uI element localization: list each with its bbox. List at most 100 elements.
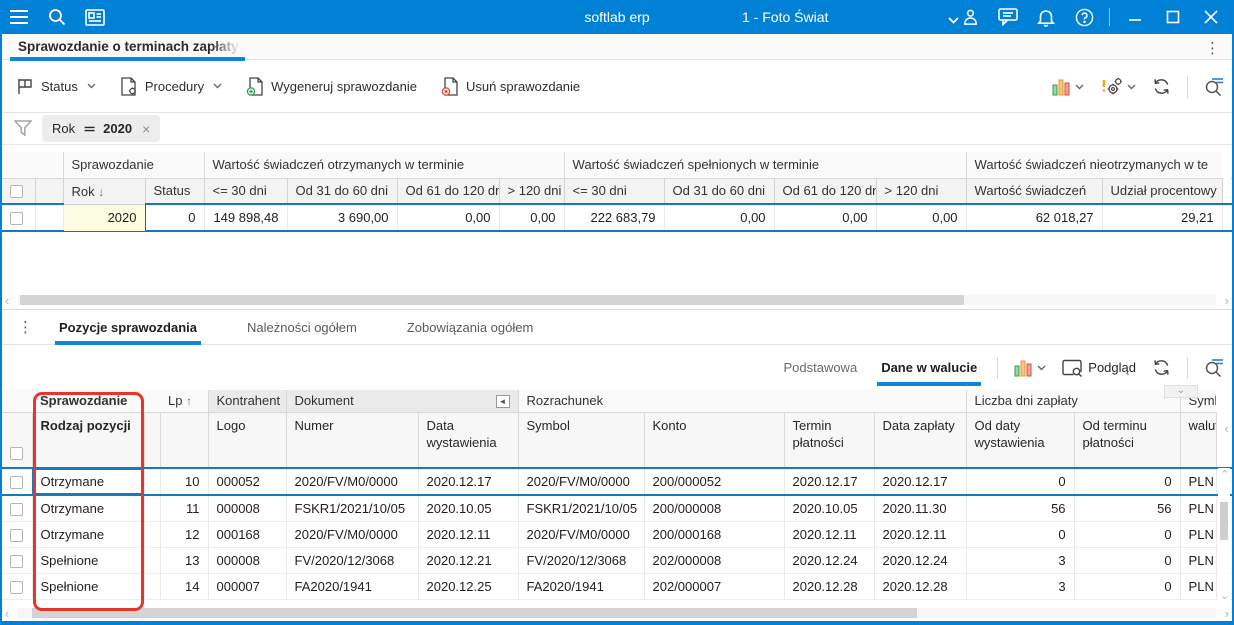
tab-options-kebab-icon[interactable]: ⋮ <box>1205 40 1220 57</box>
pin-column-icon[interactable]: ◄ <box>495 395 510 409</box>
col-data-zaplaty[interactable]: Data zapłaty <box>874 412 967 469</box>
col-o3[interactable]: Od 61 do 120 dni <box>397 178 500 205</box>
table-row[interactable]: Otrzymane 11 000008 FSKR1/2021/10/05 202… <box>2 495 1232 522</box>
col-n1[interactable]: Wartość świadczeń <box>966 178 1103 205</box>
col-rok[interactable]: Rok ↓ <box>63 178 146 205</box>
search-filter-button[interactable] <box>1204 358 1224 377</box>
col-termin-platnosci[interactable]: Termin płatności <box>784 412 875 469</box>
tab-zobowiazania-ogolem[interactable]: Zobowiązania ogółem <box>406 319 534 335</box>
scroll-right-icon[interactable]: › <box>1224 606 1229 621</box>
filter-funnel-icon <box>14 120 32 137</box>
col-s4[interactable]: > 120 dni <box>876 178 967 205</box>
col-rodzaj-pozycji[interactable]: Rodzaj pozycji <box>32 412 145 469</box>
status-button[interactable]: Status <box>8 71 105 102</box>
refresh-button[interactable] <box>1152 358 1171 377</box>
scroll-down-icon[interactable]: ⌄ <box>1220 590 1230 602</box>
cell-rodzaj[interactable]: Otrzymane <box>32 467 145 496</box>
row-checkbox[interactable] <box>10 554 23 568</box>
group-sprawozdanie: Sprawozdanie <box>32 390 144 413</box>
group-dokument: Dokument ◄ <box>285 390 518 413</box>
table-row[interactable]: Otrzymane 10 000052 2020/FV/M0/0000 2020… <box>2 467 1232 496</box>
col-od-terminu-platnosci[interactable]: Od terminu płatności <box>1074 412 1181 469</box>
col-o1[interactable]: <= 30 dni <box>204 178 288 205</box>
col-lp[interactable]: Lp ↑ <box>160 390 208 413</box>
col-s2[interactable]: Od 31 do 60 dni <box>664 178 775 205</box>
column-header-row: Rodzaj pozycji Logo Numer Data wystawien… <box>2 412 1232 469</box>
tab-pozycje-sprawozdania[interactable]: Pozycje sprawozdania <box>55 310 201 345</box>
column-nav-left-icon[interactable]: ‹ <box>1216 390 1232 469</box>
table-row[interactable]: Spełnione 14 000007 FA2020/1941 2020.12.… <box>2 573 1232 600</box>
scroll-right-icon[interactable]: › <box>1224 293 1229 308</box>
view-tab-podstawowa[interactable]: Podstawowa <box>783 360 858 375</box>
chart-view-button[interactable] <box>1014 359 1046 377</box>
maximize-button[interactable] <box>1154 0 1192 34</box>
user-icon[interactable] <box>951 0 989 34</box>
col-konto[interactable]: Konto <box>644 412 785 469</box>
operations-button[interactable] <box>1100 77 1136 96</box>
group-rozrachunek: Rozrachunek <box>517 390 967 413</box>
scroll-left-icon[interactable]: ‹ <box>5 293 10 308</box>
help-icon[interactable] <box>1065 0 1103 34</box>
col-o2[interactable]: Od 31 do 60 dni <box>287 178 398 205</box>
preview-button[interactable]: Podgląd <box>1062 359 1136 377</box>
table-row[interactable]: Spełnione 13 000008 FV/2020/12/3068 2020… <box>2 547 1232 574</box>
row-checkbox[interactable] <box>10 212 23 226</box>
refresh-button[interactable] <box>1152 77 1171 96</box>
close-button[interactable] <box>1192 0 1230 34</box>
company-selector[interactable]: 1 - Foto Świat <box>742 9 829 25</box>
col-s1[interactable]: <= 30 dni <box>564 178 665 205</box>
row-checkbox[interactable] <box>10 528 23 542</box>
bar-chart-icon <box>1014 360 1032 376</box>
row-checkbox[interactable] <box>10 502 23 516</box>
tab-naleznosci-ogolem[interactable]: Należności ogółem <box>247 319 357 335</box>
company-chevron-down-icon[interactable] <box>948 12 959 27</box>
row-checkbox[interactable] <box>10 476 23 490</box>
group-liczba-dni-zaplaty: Liczba dni zapłaty <box>965 390 1181 413</box>
filter-field-label: Rok <box>52 121 76 136</box>
chart-view-button[interactable] <box>1052 78 1084 96</box>
search-icon[interactable] <box>38 0 76 34</box>
page-title: Sprawozdanie o terminach zapłaty <box>18 39 239 54</box>
filter-remove-icon[interactable]: × <box>142 120 151 137</box>
detail-options-kebab-icon[interactable]: ⋮ <box>18 319 33 336</box>
col-logo[interactable]: Logo <box>208 412 287 469</box>
row-checkbox[interactable] <box>10 580 23 594</box>
col-waluty[interactable]: walut <box>1180 412 1217 469</box>
generate-report-button[interactable]: Wygeneruj sprawozdanie <box>237 70 426 103</box>
tab-sprawozdanie-o-terminach-zaplaty[interactable]: Sprawozdanie o terminach zapłaty <box>2 34 249 61</box>
select-all-checkbox[interactable] <box>10 447 23 461</box>
news-icon[interactable] <box>76 0 114 34</box>
scroll-left-icon[interactable]: ‹ <box>5 606 10 621</box>
hamburger-menu-icon[interactable] <box>2 0 38 34</box>
select-all-cell <box>2 178 36 205</box>
col-n2[interactable]: Udział procentowy <box>1102 178 1223 205</box>
column-nav-left-icon[interactable]: ‹ <box>1222 152 1232 205</box>
view-tab-dane-w-walucie[interactable]: Dane w walucie <box>877 345 982 390</box>
col-status[interactable]: Status <box>145 178 205 205</box>
table-row[interactable]: 2020 0 149 898,48 3 690,00 0,00 0,00 222… <box>2 203 1232 232</box>
filter-chip-rok[interactable]: Rok ＝ 2020 × <box>42 115 161 142</box>
col-s3[interactable]: Od 61 do 120 dni <box>774 178 877 205</box>
chat-icon[interactable] <box>989 0 1027 34</box>
page-tab-bar: Sprawozdanie o terminach zapłaty ⋮ <box>2 34 1232 61</box>
col-o4[interactable]: > 120 dni <box>499 178 565 205</box>
delete-report-button[interactable]: Usuń sprawozdanie <box>432 70 589 103</box>
cell-rok[interactable]: 2020 <box>62 203 146 232</box>
table-row[interactable]: Otrzymane 12 000168 2020/FV/M0/0000 2020… <box>2 521 1232 548</box>
col-symbol[interactable]: Symbol <box>518 412 645 469</box>
collapse-panel-chevron-icon[interactable]: ⌄ <box>1164 385 1198 398</box>
section-divider <box>2 309 1232 310</box>
scroll-up-icon[interactable]: ⌃ <box>1220 469 1230 481</box>
scrollbar-thumb[interactable] <box>32 608 917 618</box>
col-od-daty-wystawienia[interactable]: Od daty wystawienia <box>966 412 1075 469</box>
vertical-scrollbar: ⌃ ⌄ <box>1218 468 1230 604</box>
select-all-checkbox[interactable] <box>10 185 23 199</box>
minimize-button[interactable] <box>1116 0 1154 34</box>
procedures-button[interactable]: Procedury <box>111 70 231 103</box>
col-data-wystawienia[interactable]: Data wystawienia <box>418 412 519 469</box>
col-numer[interactable]: Numer <box>286 412 419 469</box>
scrollbar-thumb[interactable] <box>1220 502 1228 540</box>
scrollbar-thumb[interactable] <box>20 295 964 305</box>
bell-icon[interactable] <box>1027 0 1065 34</box>
search-filter-button[interactable] <box>1204 77 1224 96</box>
